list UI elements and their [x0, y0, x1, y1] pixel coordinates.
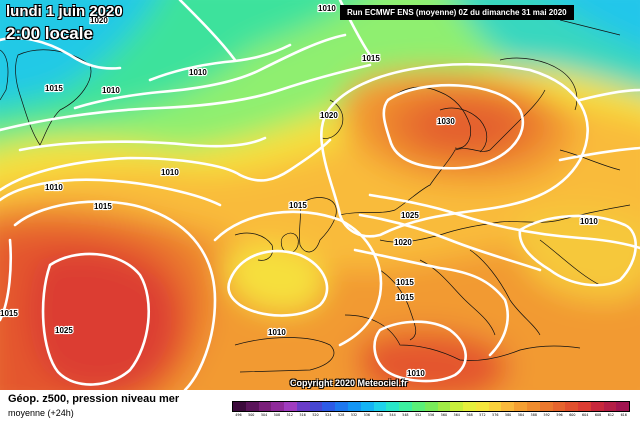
scale-label: 608: [594, 413, 602, 417]
color-swatch: [322, 402, 336, 411]
isobar-label: 1010: [161, 168, 179, 177]
color-swatch: [399, 402, 412, 411]
scale-label: 584: [517, 413, 525, 417]
scale-label: 544: [389, 413, 396, 417]
scale-label: 548: [402, 413, 409, 417]
scale-label: 540: [376, 413, 383, 417]
scale-label: 588: [530, 413, 537, 417]
isobar-label: 1010: [189, 68, 207, 77]
scale-label: 504: [260, 413, 268, 417]
color-swatch: [539, 402, 553, 411]
map-subtitle: moyenne (+24h): [8, 408, 74, 418]
forecast-time: 2:00 locale: [6, 24, 93, 43]
color-swatch: [411, 402, 425, 411]
isobar-label: 1020: [320, 111, 338, 120]
isobar-label: 1020: [394, 238, 412, 247]
color-swatch: [348, 402, 361, 411]
scale-label: 604: [582, 413, 589, 417]
scale-label: 576: [492, 413, 499, 417]
color-swatch: [578, 402, 591, 411]
color-swatch: [463, 402, 476, 411]
scale-label: 600: [569, 413, 576, 417]
scale-label: 508: [273, 413, 281, 417]
isobar-label: 1010: [268, 328, 286, 337]
isobar-label: 1025: [55, 326, 73, 335]
scale-label: 532: [350, 413, 358, 417]
color-swatch: [271, 402, 285, 411]
color-swatch: [386, 402, 400, 411]
scale-label: 560: [440, 413, 448, 417]
isobar-label: 1010: [580, 217, 598, 226]
color-swatch: [603, 402, 617, 411]
copyright-notice: Copyright 2020 Meteociel.fr: [290, 378, 408, 388]
scale-label: 572: [479, 413, 486, 417]
color-swatch: [284, 402, 297, 411]
scale-label: 564: [453, 413, 460, 417]
color-swatch: [233, 402, 246, 411]
color-swatch: [309, 402, 323, 411]
scale-label: 612: [607, 413, 615, 417]
scale-label: 496: [235, 413, 242, 417]
scale-label: 580: [504, 413, 512, 417]
isobar-label: 1015: [396, 278, 414, 287]
color-swatch: [296, 402, 310, 411]
scale-label: 520: [312, 413, 319, 417]
color-swatch: [616, 402, 630, 411]
color-swatch: [335, 402, 349, 411]
color-swatch: [526, 402, 540, 411]
legend-footer: Géop. z500, pression niveau mer moyenne …: [0, 390, 640, 427]
isobar-label: 1015: [289, 201, 307, 210]
scale-label: 536: [363, 413, 370, 417]
isobar-label: 1010: [45, 183, 63, 192]
scale-label: 556: [427, 413, 435, 417]
color-swatch: [501, 402, 515, 411]
scale-label: 592: [543, 413, 550, 417]
scale-label: 596: [556, 413, 563, 417]
color-swatch: [565, 402, 579, 411]
isobar-label: 1010: [318, 4, 336, 13]
map-title: Géop. z500, pression niveau mer: [8, 393, 180, 405]
isobar-label: 1015: [362, 54, 380, 63]
forecast-date: lundi 1 juin 2020: [6, 3, 123, 20]
isobar-label: 1015: [0, 309, 18, 318]
isobar-label: 1030: [437, 117, 455, 126]
color-scale-labels: 496 500 504 508 512 516 520 524 528 532 536 540 544 5…: [232, 413, 630, 417]
color-swatch: [552, 402, 566, 411]
scale-label: 552: [415, 413, 422, 417]
geopotential-map: 1010 1015 1020 1015 1010 1010 1020 1015 …: [0, 0, 640, 390]
scale-label: 516: [299, 413, 306, 417]
color-swatch: [450, 402, 464, 411]
color-swatch: [514, 402, 527, 411]
color-swatch: [373, 402, 387, 411]
color-swatch: [258, 402, 272, 411]
color-scale-bar: [232, 401, 630, 412]
scale-label: 512: [286, 413, 293, 417]
isobar-label: 1020: [90, 16, 108, 25]
scale-label: 568: [466, 413, 473, 417]
color-swatch: [590, 402, 604, 411]
isobar-label: 1010: [102, 86, 120, 95]
scale-label: 524: [325, 413, 332, 417]
scale-label: 500: [248, 413, 255, 417]
color-swatch: [424, 402, 438, 411]
isobar-label: 1010: [407, 369, 425, 378]
isobar-label: 1025: [401, 211, 419, 220]
isobar-label: 1015: [396, 293, 414, 302]
isobar-label: 1015: [45, 84, 63, 93]
color-swatch: [245, 402, 259, 411]
model-run-label: Run ECMWF ENS (moyenne) 0Z du dimanche 3…: [340, 5, 574, 20]
color-swatch: [475, 402, 489, 411]
scale-label: 528: [338, 413, 345, 417]
color-swatch: [360, 402, 374, 411]
color-swatch: [437, 402, 451, 411]
scale-label: 616: [620, 413, 627, 417]
color-swatch: [488, 402, 502, 411]
isobar-label: 1015: [94, 202, 112, 211]
